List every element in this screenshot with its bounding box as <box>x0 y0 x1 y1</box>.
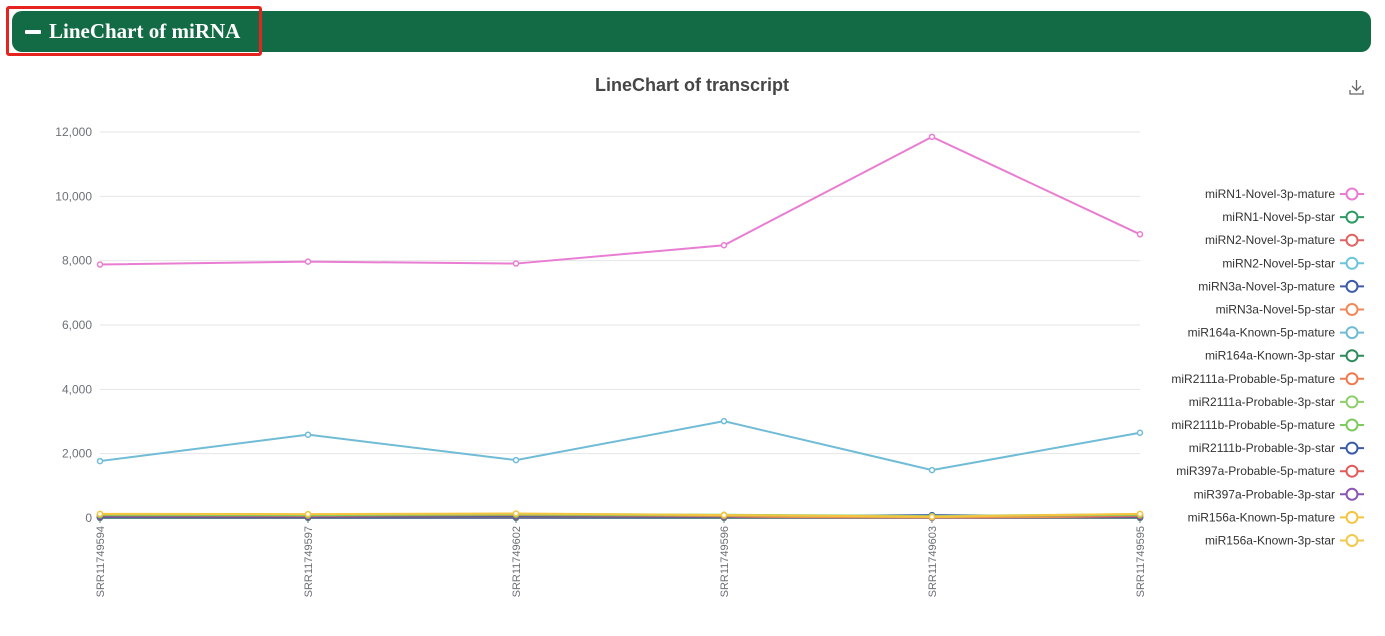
legend-label: miRN1-Novel-5p-star <box>1222 210 1335 224</box>
legend-item[interactable]: miRN1-Novel-5p-star <box>1222 210 1364 224</box>
legend-label: miR2111b-Probable-5p-mature <box>1171 418 1335 432</box>
legend-label: miRN3a-Novel-3p-mature <box>1198 279 1335 293</box>
legend-label: miR2111b-Probable-3p-star <box>1189 441 1335 455</box>
legend-item[interactable]: miR156a-Known-3p-star <box>1205 534 1364 548</box>
data-point[interactable] <box>96 510 104 518</box>
panel-header[interactable] <box>12 11 1371 52</box>
legend-item[interactable]: miR156a-Known-5p-mature <box>1188 510 1364 524</box>
legend-item[interactable]: miRN3a-Novel-3p-mature <box>1198 279 1364 293</box>
data-point[interactable] <box>304 258 312 265</box>
y-tick-label: 4,000 <box>62 382 92 396</box>
legend-item[interactable]: miR164a-Known-3p-star <box>1205 349 1364 363</box>
legend-marker <box>1345 279 1359 293</box>
legend-item[interactable]: miR2111b-Probable-3p-star <box>1189 441 1364 455</box>
legend-marker <box>1345 534 1359 547</box>
y-tick-label: 0 <box>85 511 92 525</box>
series-line[interactable] <box>99 135 1141 266</box>
data-point[interactable] <box>720 417 728 425</box>
legend-label: miR164a-Known-3p-star <box>1205 349 1335 363</box>
line-chart: LineChart of transcript 0 2,000 4,000 6,000… <box>55 75 1364 597</box>
grid-layer <box>100 131 1140 519</box>
legend-label: miR164a-Known-5p-mature <box>1188 326 1336 340</box>
y-tick-label: 6,000 <box>62 318 92 332</box>
legend-label: miRN2-Novel-5p-star <box>1222 256 1335 270</box>
legend-marker <box>1345 256 1359 270</box>
download-icon[interactable] <box>1349 80 1364 95</box>
legend-item[interactable]: miRN1-Novel-3p-mature <box>1205 187 1364 201</box>
legend-marker <box>1345 395 1359 409</box>
legend-marker <box>1345 418 1359 432</box>
legend-marker <box>1345 372 1359 386</box>
legend-label: miR2111a-Probable-3p-star <box>1189 395 1335 409</box>
legend-item[interactable]: miR397a-Probable-5p-mature <box>1176 464 1364 478</box>
legend-item[interactable]: miR2111a-Probable-3p-star <box>1189 395 1364 409</box>
y-tick-label: 12,000 <box>55 125 92 139</box>
series-miR164a-Known-5p-mature[interactable] <box>96 417 1144 474</box>
data-point[interactable] <box>96 457 104 465</box>
data-point[interactable] <box>96 261 104 268</box>
legend-item[interactable]: miR164a-Known-5p-mature <box>1188 326 1364 340</box>
legend-label: miR156a-Known-5p-mature <box>1188 510 1336 524</box>
legend-marker <box>1345 487 1359 501</box>
legend-marker <box>1345 303 1359 316</box>
panel-title-text: LineChart of miRNA <box>49 19 241 43</box>
legend-label: miR397a-Probable-3p-star <box>1194 487 1335 501</box>
x-tick-label: SRR11749595 <box>1135 526 1147 597</box>
data-point[interactable] <box>1136 231 1144 238</box>
series-miR156a-Known-5p-mature[interactable] <box>96 510 1144 520</box>
data-point[interactable] <box>720 511 728 519</box>
legend-label: miRN1-Novel-3p-mature <box>1205 187 1335 201</box>
x-tick-label: SRR11749596 <box>719 526 731 597</box>
data-point[interactable] <box>512 456 520 464</box>
legend-marker <box>1345 510 1359 524</box>
data-point[interactable] <box>304 431 312 438</box>
legend-marker <box>1345 441 1359 455</box>
legend[interactable]: miRN1-Novel-3p-mature miRN1-Novel-5p-star… <box>1171 187 1364 548</box>
legend-label: miRN2-Novel-3p-mature <box>1205 233 1335 247</box>
minus-icon[interactable] <box>25 29 41 34</box>
data-point[interactable] <box>1136 510 1144 518</box>
legend-label: miR156a-Known-3p-star <box>1205 534 1335 548</box>
data-point[interactable] <box>720 241 728 249</box>
data-point[interactable] <box>928 466 936 474</box>
legend-item[interactable]: miRN3a-Novel-5p-star <box>1216 303 1364 317</box>
data-point[interactable] <box>512 510 520 517</box>
y-tick-label: 8,000 <box>62 254 92 268</box>
data-point[interactable] <box>928 513 936 520</box>
chart-title: LineChart of transcript <box>595 75 789 95</box>
data-point[interactable] <box>1136 429 1144 437</box>
legend-label: miRN3a-Novel-5p-star <box>1216 303 1335 317</box>
x-tick-label: SRR11749594 <box>95 526 107 597</box>
data-point[interactable] <box>512 260 520 267</box>
legend-marker <box>1345 349 1359 363</box>
series-line[interactable] <box>99 512 1141 518</box>
legend-item[interactable]: miR397a-Probable-3p-star <box>1194 487 1364 501</box>
legend-marker <box>1345 187 1359 201</box>
data-point[interactable] <box>928 133 936 141</box>
data-point[interactable] <box>304 510 312 518</box>
legend-item[interactable]: miRN2-Novel-5p-star <box>1222 256 1364 270</box>
x-tick-label: SRR11749603 <box>927 526 939 597</box>
legend-marker <box>1345 326 1359 340</box>
legend-item[interactable]: miR2111a-Probable-5p-mature <box>1171 372 1364 386</box>
legend-item[interactable]: miR2111b-Probable-5p-mature <box>1171 418 1364 432</box>
series-line[interactable] <box>99 420 1141 472</box>
legend-item[interactable]: miRN2-Novel-3p-mature <box>1205 233 1364 247</box>
legend-label: miR397a-Probable-5p-mature <box>1176 464 1335 478</box>
x-tick-label: SRR11749602 <box>511 526 523 597</box>
y-tick-label: 2,000 <box>62 447 92 461</box>
legend-label: miR2111a-Probable-5p-mature <box>1171 372 1335 386</box>
legend-marker <box>1345 210 1359 224</box>
series-miRN1-Novel-3p-mature[interactable] <box>96 133 1144 268</box>
y-tick-label: 10,000 <box>55 189 92 203</box>
highlight-box <box>6 6 262 56</box>
series-layer <box>96 133 1144 522</box>
legend-marker <box>1345 464 1359 478</box>
panel-title[interactable]: LineChart of miRNA <box>25 11 240 52</box>
legend-marker <box>1345 233 1359 247</box>
x-tick-label: SRR11749597 <box>303 526 315 597</box>
